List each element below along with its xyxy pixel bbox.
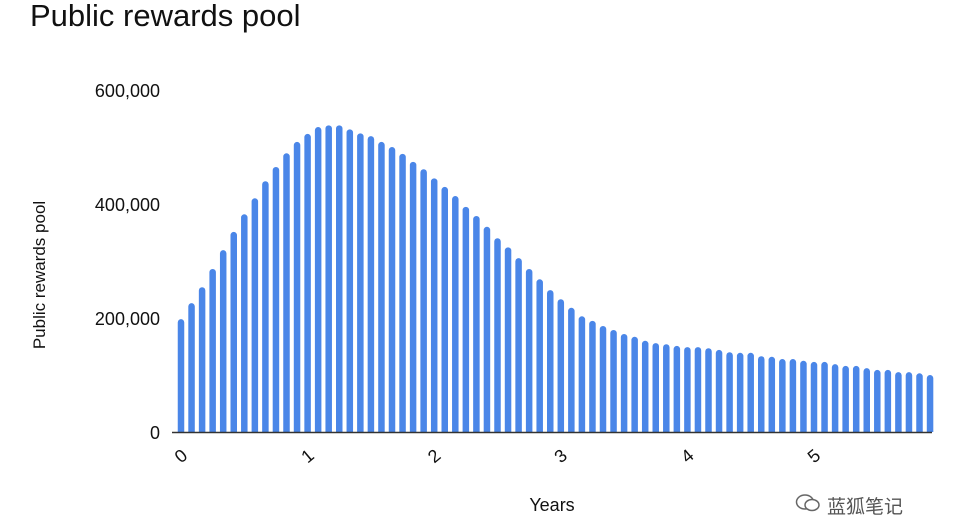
bar: [779, 359, 786, 432]
bar: [336, 125, 343, 433]
bar: [663, 344, 670, 432]
bar: [409, 161, 417, 432]
bar: [188, 303, 195, 432]
bar: [821, 361, 828, 432]
bar: [884, 369, 892, 432]
bar: [736, 352, 744, 432]
bar: [251, 198, 259, 432]
bar: [758, 356, 765, 432]
bar: [304, 133, 311, 432]
y-tick-label: 400,000: [95, 195, 160, 215]
bar: [219, 250, 227, 432]
bar: [262, 181, 269, 432]
bar: [494, 238, 501, 432]
bar: [198, 287, 206, 432]
bar: [504, 247, 512, 432]
bar: [684, 347, 691, 432]
bar: [652, 343, 659, 432]
watermark-text: 蓝狐笔记: [827, 497, 904, 518]
bar: [715, 349, 723, 432]
bar: [631, 336, 638, 432]
bar: [641, 340, 649, 432]
bar: [589, 320, 596, 432]
bar: [525, 268, 533, 432]
x-tick-label: 1: [297, 445, 318, 467]
bar: [926, 375, 934, 432]
bar: [800, 360, 807, 432]
bar: [578, 316, 586, 432]
bar: [599, 325, 607, 432]
bar: [810, 361, 818, 432]
bar: [272, 166, 280, 432]
x-tick-label: 4: [677, 445, 698, 467]
bar: [483, 226, 491, 432]
bar: [230, 231, 237, 432]
bar: [905, 372, 913, 432]
bar: [694, 347, 702, 432]
y-tick-label: 0: [150, 423, 160, 443]
bar: [177, 319, 185, 432]
x-tick-label: 5: [804, 445, 825, 467]
bar: [357, 133, 364, 432]
bar: [452, 196, 459, 432]
bar: [209, 268, 216, 432]
bar: [673, 345, 681, 432]
bar: [430, 178, 438, 432]
bar: [441, 186, 448, 432]
bar: [241, 214, 248, 432]
wechat-icon: [795, 493, 821, 519]
bar: [568, 307, 575, 432]
bar: [610, 329, 617, 432]
y-tick-label: 600,000: [95, 81, 160, 101]
bar: [283, 153, 290, 432]
y-tick-label: 200,000: [95, 309, 160, 329]
x-axis-label: Years: [529, 495, 575, 515]
bar: [874, 369, 881, 432]
bar: [314, 127, 322, 432]
bar: [789, 359, 797, 432]
bar: [293, 141, 301, 433]
bar: [367, 136, 375, 432]
watermark: 蓝狐笔记: [795, 492, 903, 519]
x-tick-label: 2: [424, 445, 445, 467]
bar: [747, 352, 754, 432]
bar: [346, 129, 354, 432]
x-tick-label: 3: [551, 445, 572, 467]
bar: [420, 169, 427, 432]
bar: [557, 299, 565, 432]
bar: [473, 215, 480, 432]
bar: [726, 352, 733, 432]
bar: [325, 125, 332, 433]
bar: [462, 206, 470, 432]
bar: [388, 147, 396, 432]
bar: [399, 153, 406, 432]
bar: [515, 258, 522, 432]
bar: [916, 373, 923, 432]
x-tick-label: 0: [171, 445, 192, 467]
bar: [863, 368, 870, 432]
bar: [895, 372, 902, 432]
bar: [547, 290, 554, 432]
bar: [768, 356, 776, 432]
chart-title: Public rewards pool: [30, 0, 301, 33]
bar: [620, 333, 628, 432]
bar: [705, 348, 712, 432]
bar: [378, 141, 385, 433]
bar: [852, 365, 860, 432]
bar: [831, 364, 839, 432]
bar: [842, 365, 849, 432]
bar: [536, 279, 543, 432]
